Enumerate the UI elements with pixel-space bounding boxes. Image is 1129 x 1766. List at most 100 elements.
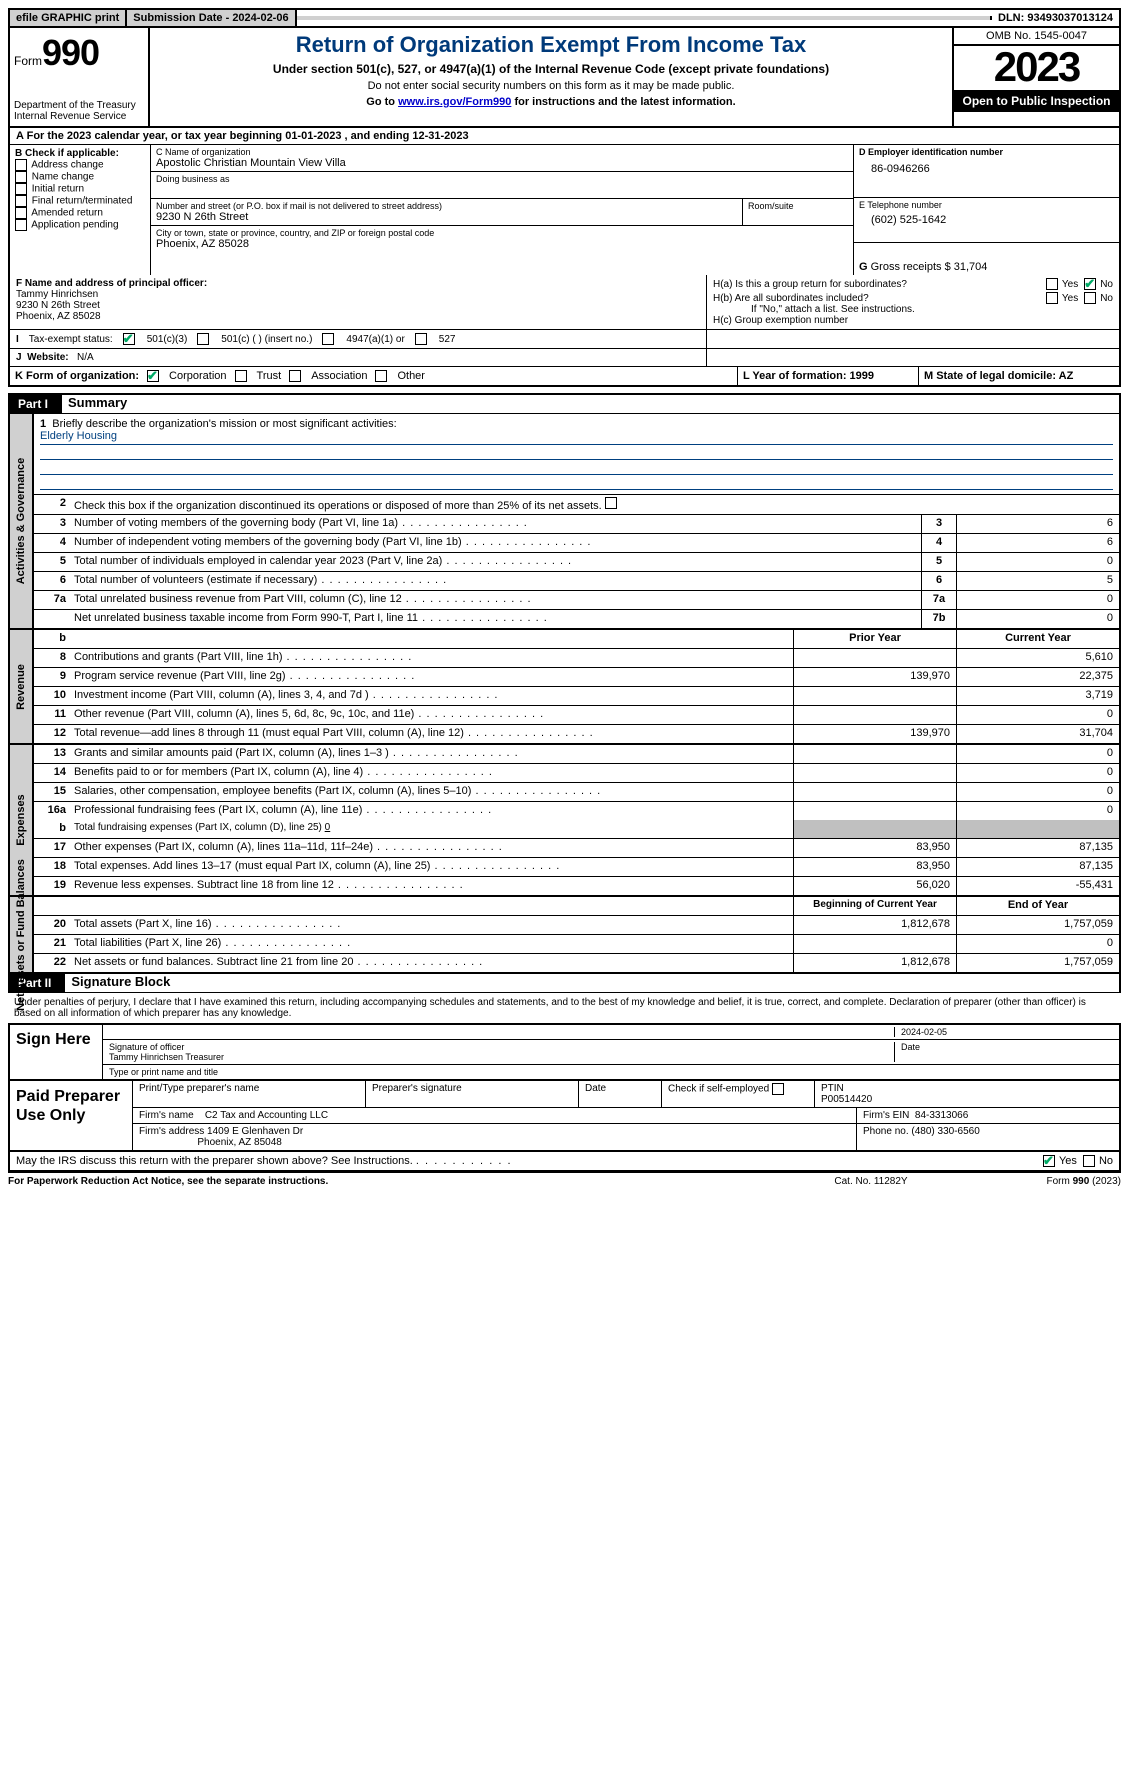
- prep-date-hdr: Date: [579, 1081, 662, 1107]
- part2-header: Part II Signature Block: [8, 974, 1121, 993]
- entity-block: B Check if applicable: Address change Na…: [8, 145, 1121, 275]
- prep-sig-hdr: Preparer's signature: [366, 1081, 579, 1107]
- ssn-note: Do not enter social security numbers on …: [158, 80, 944, 92]
- checkbox-app-pending[interactable]: [15, 219, 27, 231]
- dba-label: Doing business as: [156, 174, 848, 184]
- discuss-no[interactable]: [1083, 1155, 1095, 1167]
- tax-year-line: A For the 2023 calendar year, or tax yea…: [8, 128, 1121, 145]
- cb-trust[interactable]: [235, 370, 247, 382]
- paid-preparer-block: Paid Preparer Use Only Print/Type prepar…: [8, 1081, 1121, 1152]
- ha-yes[interactable]: [1046, 278, 1058, 290]
- summary-line: 22Net assets or fund balances. Subtract …: [34, 954, 1119, 972]
- summary-line: 4Number of independent voting members of…: [34, 534, 1119, 553]
- part1-header: Part I Summary: [8, 393, 1121, 414]
- summary-line: 8Contributions and grants (Part VIII, li…: [34, 649, 1119, 668]
- cb-discontinued[interactable]: [605, 497, 617, 509]
- prep-check-hdr: Check if self-employed: [662, 1081, 815, 1107]
- summary-line: 3Number of voting members of the governi…: [34, 515, 1119, 534]
- pra-notice: For Paperwork Reduction Act Notice, see …: [8, 1176, 771, 1187]
- firm-addr1: 1409 E Glenhaven Dr: [207, 1126, 303, 1137]
- sign-date: 2024-02-05: [901, 1027, 1107, 1037]
- firm-phone: (480) 330-6560: [911, 1126, 979, 1137]
- type-name-label: Type or print name and title: [109, 1067, 224, 1077]
- summary-line: 18Total expenses. Add lines 13–17 (must …: [34, 858, 1119, 877]
- dln: DLN: 93493037013124: [992, 10, 1119, 26]
- form-subtitle: Under section 501(c), 527, or 4947(a)(1)…: [158, 62, 944, 76]
- discuss-yes[interactable]: [1043, 1155, 1055, 1167]
- begin-year-hdr: Beginning of Current Year: [793, 897, 956, 915]
- cb-501c[interactable]: [197, 333, 209, 345]
- cb-4947[interactable]: [322, 333, 334, 345]
- summary-line: 9Program service revenue (Part VIII, lin…: [34, 668, 1119, 687]
- gov-tab: Activities & Governance: [15, 458, 27, 585]
- prep-name-hdr: Print/Type preparer's name: [133, 1081, 366, 1107]
- cb-501c3[interactable]: [123, 333, 135, 345]
- mission-text: Elderly Housing: [40, 430, 1113, 445]
- checkbox-amended[interactable]: [15, 207, 27, 219]
- summary-line: Net unrelated business taxable income fr…: [34, 610, 1119, 628]
- checkbox-final-return[interactable]: [15, 195, 27, 207]
- mission-label: Briefly describe the organization's miss…: [52, 418, 396, 430]
- tax-status-label: Tax-exempt status:: [29, 334, 113, 345]
- cb-self-employed[interactable]: [772, 1083, 784, 1095]
- officer-label: F Name and address of principal officer:: [16, 278, 207, 289]
- officer-addr1: 9230 N 26th Street: [16, 300, 100, 311]
- year-formation: L Year of formation: 1999: [738, 367, 919, 385]
- hb-label: H(b) Are all subordinates included?: [713, 293, 1040, 304]
- summary-line: 6Total number of volunteers (estimate if…: [34, 572, 1119, 591]
- hb-note: If "No," attach a list. See instructions…: [713, 304, 1113, 315]
- cb-assoc[interactable]: [289, 370, 301, 382]
- prior-year-hdr: Prior Year: [793, 630, 956, 648]
- form-number: 990: [42, 32, 99, 73]
- summary-line: 5Total number of individuals employed in…: [34, 553, 1119, 572]
- summary-line: 13Grants and similar amounts paid (Part …: [34, 745, 1119, 764]
- cb-527[interactable]: [415, 333, 427, 345]
- cat-number: Cat. No. 11282Y: [771, 1176, 971, 1187]
- tax-year: 2023: [954, 46, 1119, 90]
- ein-value: 86-0946266: [859, 157, 1114, 175]
- city-label: City or town, state or province, country…: [156, 228, 848, 238]
- checkbox-initial-return[interactable]: [15, 183, 27, 195]
- efile-print-button[interactable]: efile GRAPHIC print: [10, 10, 127, 26]
- summary-line: 11Other revenue (Part VIII, column (A), …: [34, 706, 1119, 725]
- top-bar: efile GRAPHIC print Submission Date - 20…: [8, 8, 1121, 28]
- summary-line: 17Other expenses (Part IX, column (A), l…: [34, 839, 1119, 858]
- domicile: M State of legal domicile: AZ: [919, 367, 1119, 385]
- summary-line: 15Salaries, other compensation, employee…: [34, 783, 1119, 802]
- box-b-label: B Check if applicable:: [15, 148, 119, 159]
- cb-other[interactable]: [375, 370, 387, 382]
- ptin: P00514420: [821, 1094, 872, 1105]
- ein-label: D Employer identification number: [859, 147, 1003, 157]
- firm-addr2: Phoenix, AZ 85048: [197, 1137, 282, 1148]
- sign-block: Sign Here 2024-02-05 Signature of office…: [8, 1023, 1121, 1081]
- firm-ein: 84-3313066: [915, 1110, 968, 1121]
- summary-line: 10Investment income (Part VIII, column (…: [34, 687, 1119, 706]
- netassets-section: Net Assets or Fund Balances Beginning of…: [8, 897, 1121, 974]
- sign-here-label: Sign Here: [10, 1025, 103, 1079]
- form-label: Form: [14, 54, 42, 68]
- hb-no[interactable]: [1084, 292, 1096, 304]
- open-inspection: Open to Public Inspection: [954, 90, 1119, 112]
- checkbox-address-change[interactable]: [15, 159, 27, 171]
- treasury-dept: Department of the Treasury Internal Reve…: [14, 100, 144, 122]
- checkbox-name-change[interactable]: [15, 171, 27, 183]
- governance-section: Activities & Governance 1 Briefly descri…: [8, 414, 1121, 630]
- summary-line: 14Benefits paid to or for members (Part …: [34, 764, 1119, 783]
- summary-line: 21Total liabilities (Part X, line 26)0: [34, 935, 1119, 954]
- hb-yes[interactable]: [1046, 292, 1058, 304]
- expenses-section: Expenses 13Grants and similar amounts pa…: [8, 745, 1121, 897]
- cb-corp[interactable]: [147, 370, 159, 382]
- gross-receipts-label: G: [859, 261, 868, 273]
- sig-officer-label: Signature of officer: [109, 1042, 184, 1052]
- org-name-label: C Name of organization: [156, 147, 848, 157]
- org-name: Apostolic Christian Mountain View Villa: [156, 157, 848, 169]
- goto-post: for instructions and the latest informat…: [514, 96, 735, 108]
- end-year-hdr: End of Year: [956, 897, 1119, 915]
- summary-line: 20Total assets (Part X, line 16)1,812,67…: [34, 916, 1119, 935]
- k-label: K Form of organization:: [15, 370, 139, 382]
- exp-tab: Expenses: [15, 794, 27, 845]
- ha-no[interactable]: [1084, 278, 1096, 290]
- irs-link[interactable]: www.irs.gov/Form990: [398, 96, 511, 108]
- website-label: Website:: [27, 352, 69, 363]
- topbar-spacer: [297, 16, 992, 20]
